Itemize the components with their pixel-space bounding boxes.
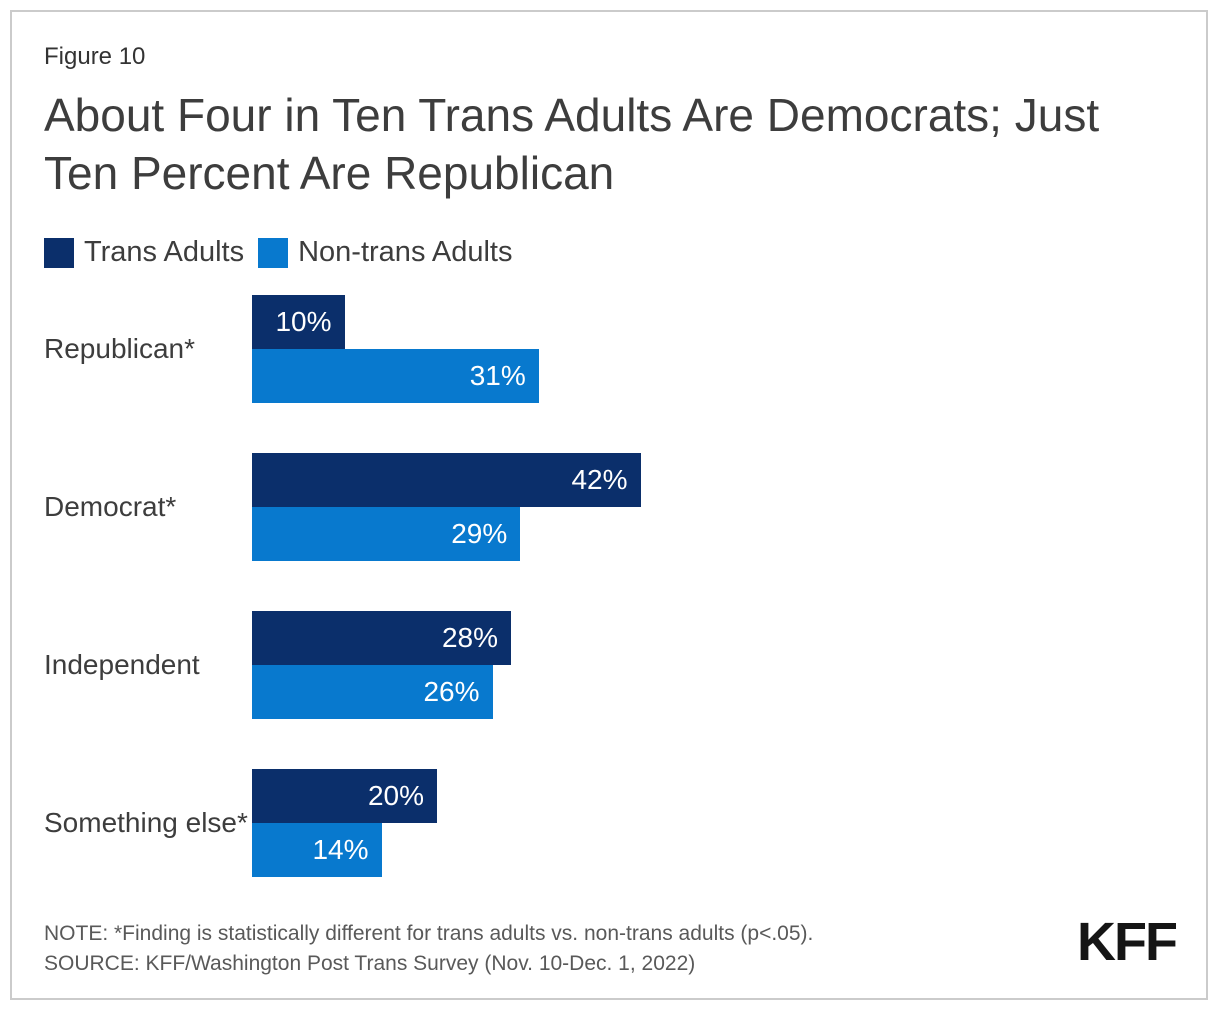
footer: NOTE: *Finding is statistically differen…: [44, 912, 1206, 979]
legend-swatch: [258, 237, 289, 268]
chart: Republican* 10% 31% Democrat* 42% 29% In…: [44, 295, 1206, 877]
bar-value: 10%: [275, 306, 332, 337]
chart-row: Independent 28% 26%: [44, 611, 1206, 719]
bar-value: 14%: [312, 834, 369, 865]
row-label: Something else*: [44, 807, 248, 838]
legend: Trans Adults Non-trans Adults: [44, 236, 1206, 269]
chart-row: Democrat* 42% 29%: [44, 453, 1206, 561]
legend-swatch: [44, 237, 74, 268]
legend-item-nontrans: Non-trans Adults: [258, 236, 513, 269]
row-label: Republican*: [44, 333, 195, 364]
legend-label: Non-trans Adults: [298, 236, 513, 268]
bar-group: 42% 29%: [252, 453, 1206, 561]
note-text: NOTE: *Finding is statistically differen…: [44, 922, 814, 945]
trans-adults-bar: 10%: [252, 295, 345, 349]
bar-value: 28%: [441, 622, 498, 653]
row-label: Democrat*: [44, 491, 177, 522]
figure-label: Figure 10: [44, 43, 146, 70]
source-text: SOURCE: KFF/Washington Post Trans Survey…: [44, 952, 696, 975]
chart-row: Republican* 10% 31%: [44, 295, 1206, 403]
trans-adults-bar: 42%: [252, 453, 641, 507]
figure-card: Figure 10 About Four in Ten Trans Adults…: [10, 10, 1208, 1000]
kff-logo: KFF: [1077, 912, 1178, 972]
legend-label: Trans Adults: [84, 236, 245, 268]
non-trans-adults-bar: 14%: [252, 823, 382, 877]
chart-title: About Four in Ten Trans Adults Are Democ…: [44, 89, 1100, 199]
row-label: Independent: [44, 649, 200, 680]
trans-adults-bar: 20%: [252, 769, 437, 823]
bar-value: 42%: [571, 464, 628, 495]
bar-group: 20% 14%: [252, 769, 1206, 877]
bar-value: 26%: [423, 676, 480, 707]
non-trans-adults-bar: 31%: [252, 349, 539, 403]
non-trans-adults-bar: 29%: [252, 507, 521, 561]
bar-value: 31%: [469, 360, 526, 391]
bar-group: 10% 31%: [252, 295, 1206, 403]
trans-adults-bar: 28%: [252, 611, 511, 665]
bar-value: 29%: [451, 518, 508, 549]
bar-value: 20%: [367, 780, 424, 811]
chart-row: Something else* 20% 14%: [44, 769, 1206, 877]
bar-group: 28% 26%: [252, 611, 1206, 719]
non-trans-adults-bar: 26%: [252, 665, 493, 719]
legend-item-trans: Trans Adults: [44, 236, 244, 269]
